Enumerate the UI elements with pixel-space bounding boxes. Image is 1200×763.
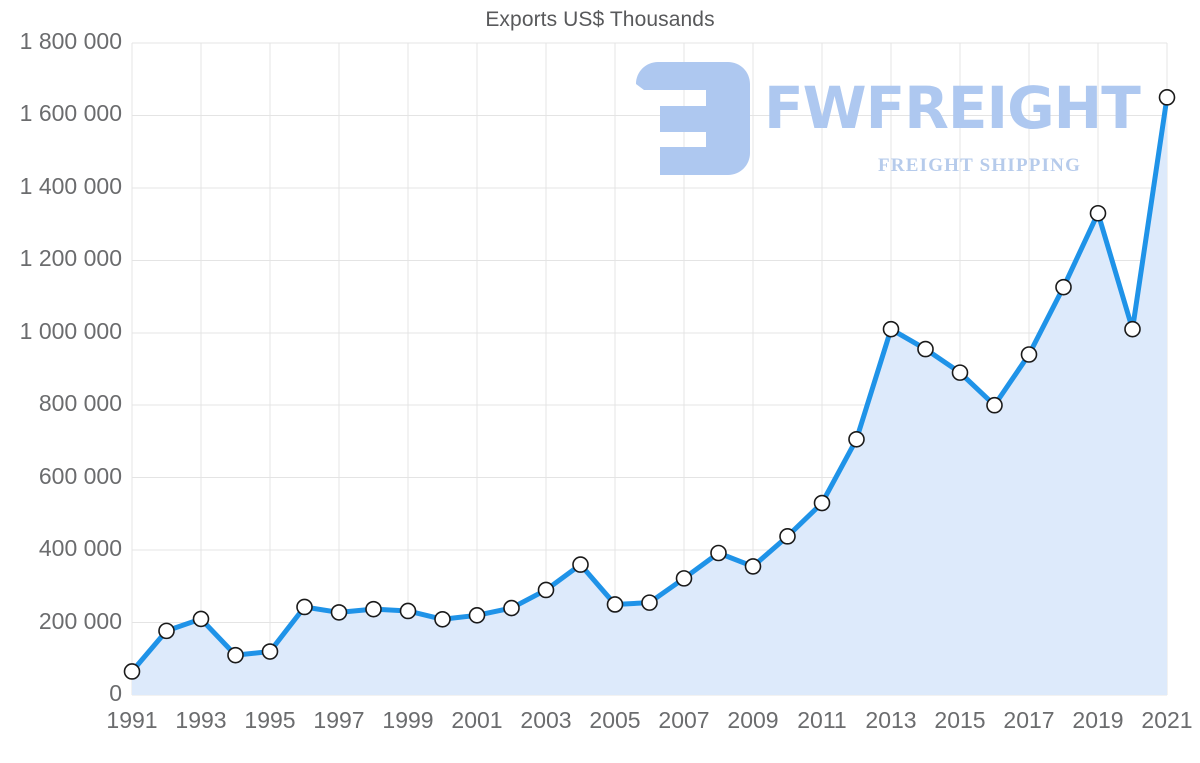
data-point-marker[interactable] <box>399 602 417 620</box>
data-point-marker[interactable] <box>537 581 555 599</box>
y-axis-tick-label: 1 800 000 <box>19 28 122 54</box>
data-point-marker[interactable] <box>468 607 486 624</box>
x-axis-tick-label: 1991 <box>106 707 158 733</box>
x-axis-tick-label: 1997 <box>313 707 365 733</box>
data-point-marker[interactable] <box>1124 320 1141 338</box>
data-point-marker[interactable] <box>365 600 382 618</box>
y-axis-tick-label: 600 000 <box>38 462 122 489</box>
data-point-marker[interactable] <box>744 558 762 575</box>
area-fill-path <box>132 97 1167 696</box>
data-point-marker[interactable] <box>572 556 589 573</box>
data-point-marker[interactable] <box>813 494 831 512</box>
data-point-marker[interactable] <box>675 570 693 587</box>
data-point-marker[interactable] <box>1020 346 1038 363</box>
data-point-marker[interactable] <box>917 340 934 358</box>
data-point-marker[interactable] <box>192 610 210 628</box>
data-point-marker[interactable] <box>882 320 900 338</box>
area-fill <box>132 97 1167 696</box>
data-point-marker[interactable] <box>1089 204 1107 222</box>
data-point-marker[interactable] <box>848 430 865 448</box>
data-point-marker[interactable] <box>227 646 244 664</box>
x-axis-tick-label: 2013 <box>865 707 917 733</box>
x-axis-tick-label: 2009 <box>727 707 779 733</box>
y-axis-tick-label: 1 400 000 <box>19 172 122 199</box>
data-point-marker[interactable] <box>986 396 1003 414</box>
y-axis-tick-label: 1 000 000 <box>19 317 122 344</box>
y-axis-tick-label: 200 000 <box>38 607 122 634</box>
y-axis-tick-label: 800 000 <box>38 390 122 417</box>
y-axis-tick-label: 1 200 000 <box>19 245 122 272</box>
x-axis-tick-label: 2017 <box>1003 707 1055 733</box>
data-point-marker[interactable] <box>641 594 658 611</box>
data-point-marker[interactable] <box>123 663 141 680</box>
data-point-marker[interactable] <box>710 544 727 562</box>
data-point-marker[interactable] <box>1055 278 1072 296</box>
data-point-marker[interactable] <box>779 528 796 545</box>
x-axis-tick-label: 2015 <box>934 707 986 733</box>
x-axis-tick-label: 1995 <box>244 707 296 733</box>
x-axis-tick-label: 2005 <box>589 707 641 733</box>
data-point-markers <box>123 89 1176 680</box>
x-axis-tick-label: 1999 <box>382 707 434 733</box>
data-point-marker[interactable] <box>296 598 313 616</box>
x-axis-tick-label: 2011 <box>797 707 847 733</box>
data-point-marker[interactable] <box>158 622 175 640</box>
x-axis-tick-label: 1993 <box>175 707 227 733</box>
x-axis-tick-label: 2019 <box>1072 707 1124 733</box>
x-axis-tick-label: 2003 <box>520 707 572 733</box>
data-point-marker[interactable] <box>330 604 348 621</box>
x-axis-tick-label: 2007 <box>658 707 710 733</box>
x-axis-tick-label: 2021 <box>1141 707 1193 733</box>
data-point-marker[interactable] <box>1158 89 1176 106</box>
data-point-marker[interactable] <box>606 596 624 613</box>
x-axis-tick-label: 2001 <box>451 707 503 733</box>
data-point-marker[interactable] <box>951 364 969 381</box>
data-point-marker[interactable] <box>434 610 451 628</box>
y-axis-tick-label: 0 <box>109 680 122 706</box>
chart-title: Exports US$ Thousands <box>485 8 715 31</box>
y-axis-tick-label: 1 600 000 <box>19 100 122 127</box>
data-point-marker[interactable] <box>261 643 279 660</box>
data-point-marker[interactable] <box>503 599 520 617</box>
y-axis-tick-label: 400 000 <box>38 535 122 562</box>
